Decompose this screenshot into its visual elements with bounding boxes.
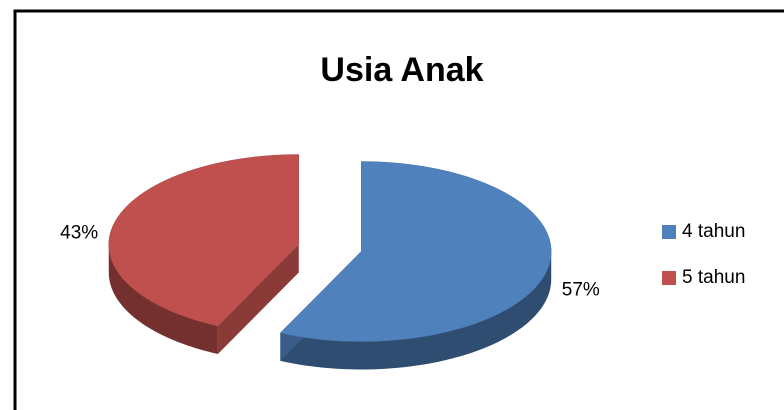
data-label: 57% — [562, 280, 600, 301]
slice-side — [108, 244, 218, 354]
slice-side — [280, 251, 552, 370]
slice-cut — [217, 244, 299, 354]
slice — [279, 161, 552, 342]
data-label: 43% — [60, 222, 98, 243]
slice — [108, 154, 300, 327]
chart-title: Usia Anak — [320, 51, 483, 89]
legend-label: 4 tahun — [682, 221, 745, 242]
legend-label: 5 tahun — [682, 267, 745, 288]
legend-swatch — [662, 225, 676, 239]
legend-swatch — [662, 271, 676, 285]
